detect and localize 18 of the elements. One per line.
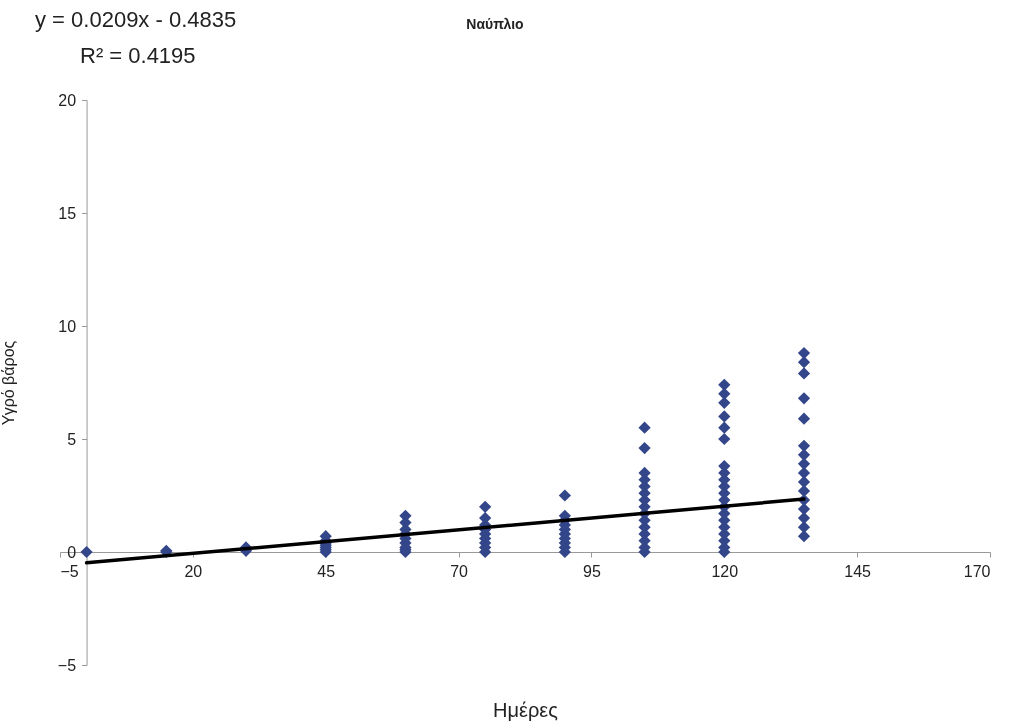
x-axis-title: Ημέρες bbox=[493, 698, 559, 721]
x-tick-label: 145 bbox=[844, 562, 872, 580]
text: y = 0.0209x - 0.4835 bbox=[35, 7, 237, 32]
x-tick-label: 120 bbox=[711, 562, 739, 580]
y-tick-label: 0 bbox=[67, 543, 77, 561]
y-tick-label: −5 bbox=[57, 656, 77, 674]
x-tick-label: 45 bbox=[317, 562, 336, 580]
x-tick-label: 70 bbox=[450, 562, 469, 580]
x-tick-label: 95 bbox=[583, 562, 601, 580]
x-tick-label: 20 bbox=[184, 562, 203, 580]
y-tick-label: 20 bbox=[58, 91, 77, 109]
y-axis-title: Υγρό βάρος bbox=[0, 340, 18, 426]
y-tick-label: 5 bbox=[67, 430, 77, 448]
chart-title: Ναύπλιο bbox=[466, 16, 524, 32]
x-tick-label: 170 bbox=[963, 562, 991, 580]
y-tick-label: 10 bbox=[58, 317, 77, 335]
text: R² = 0.4195 bbox=[80, 43, 196, 68]
y-tick-label: 15 bbox=[58, 204, 77, 222]
